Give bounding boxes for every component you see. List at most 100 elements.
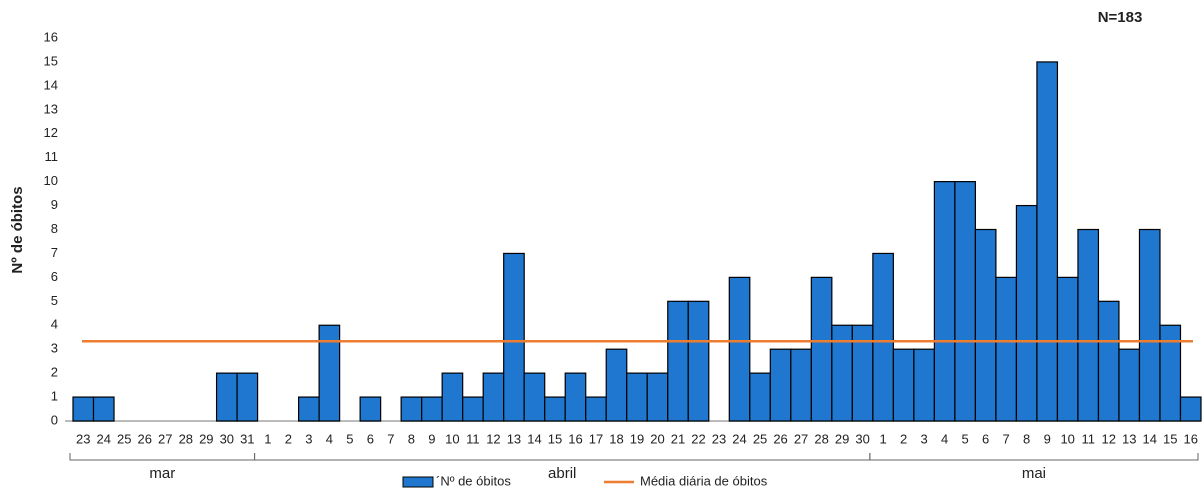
- x-tick-label: 21: [671, 431, 685, 446]
- y-tick-label: 14: [44, 77, 58, 92]
- x-tick-label: 8: [408, 431, 415, 446]
- x-tick-label: 4: [326, 431, 333, 446]
- bar: [503, 252, 525, 422]
- bar: [831, 324, 853, 422]
- x-tick-label: 5: [346, 431, 353, 446]
- x-tick-label: 4: [941, 431, 948, 446]
- x-tick-label: 1: [264, 431, 271, 446]
- bar: [1036, 61, 1059, 422]
- x-tick-label: 20: [650, 431, 664, 446]
- x-tick-label: 15: [1163, 431, 1177, 446]
- bar: [1077, 228, 1100, 422]
- bar: [769, 348, 792, 422]
- x-tick-label: 28: [179, 431, 193, 446]
- y-tick-label: 2: [51, 365, 58, 380]
- legend-label: Média diária de óbitos: [640, 473, 768, 488]
- x-tick-label: 8: [1023, 431, 1030, 446]
- x-tick-label: 3: [921, 431, 928, 446]
- group-bracket: [69, 453, 256, 461]
- bar: [72, 396, 95, 422]
- x-tick-label: 7: [387, 431, 394, 446]
- x-tick-label: 10: [445, 431, 459, 446]
- y-tick-label: 16: [44, 29, 58, 44]
- x-tick-label: 25: [117, 431, 131, 446]
- bar: [749, 372, 771, 422]
- y-tick-label: 7: [51, 245, 58, 260]
- x-tick-label: 6: [367, 431, 374, 446]
- bar: [892, 348, 915, 422]
- bar: [523, 372, 546, 422]
- y-tick-label: 8: [51, 221, 58, 236]
- x-tick-label: 9: [428, 431, 435, 446]
- bar: [421, 396, 443, 422]
- x-tick-label: 3: [305, 431, 312, 446]
- y-tick-label: 11: [45, 149, 59, 164]
- bar: [974, 228, 997, 422]
- y-tick-label: 0: [51, 412, 58, 427]
- bar: [92, 396, 115, 422]
- x-tick-label: 30: [220, 431, 234, 446]
- x-tick-label: 31: [240, 431, 254, 446]
- bar: [298, 396, 320, 422]
- x-tick-label: 22: [691, 431, 705, 446]
- bar: [585, 396, 607, 422]
- group-label: mai: [1022, 465, 1046, 482]
- x-tick-label: 5: [962, 431, 969, 446]
- bar: [728, 276, 751, 422]
- x-tick-label: 11: [1081, 431, 1095, 446]
- bar: [954, 181, 977, 422]
- x-tick-label: 27: [158, 431, 172, 446]
- bar: [215, 372, 238, 422]
- bar: [441, 372, 464, 422]
- bar: [1138, 228, 1161, 422]
- bar: [482, 372, 505, 422]
- bar: [810, 276, 833, 422]
- y-tick-label: 9: [51, 197, 58, 212]
- legend-swatch: [402, 476, 434, 488]
- x-tick-label: 14: [527, 431, 541, 446]
- x-tick-label: 18: [609, 431, 623, 446]
- x-tick-label: 25: [753, 431, 767, 446]
- y-tick-label: 5: [51, 293, 58, 308]
- x-tick-label: 23: [712, 431, 726, 446]
- x-tick-label: 12: [486, 431, 500, 446]
- x-tick-label: 7: [1003, 431, 1010, 446]
- bar: [687, 300, 710, 422]
- bar: [790, 348, 812, 422]
- bar: [400, 396, 423, 422]
- x-tick-label: 24: [732, 431, 746, 446]
- group-bracket: [254, 453, 871, 461]
- x-tick-label: 15: [548, 431, 562, 446]
- bar: [872, 252, 894, 422]
- x-tick-label: 26: [773, 431, 787, 446]
- y-tick-label: 6: [51, 269, 58, 284]
- x-tick-label: 2: [900, 431, 907, 446]
- bar: [1097, 300, 1120, 422]
- bar: [1056, 276, 1079, 422]
- x-tick-label: 14: [1142, 431, 1156, 446]
- annotation: N=183: [1098, 9, 1143, 26]
- x-tick-label: 23: [76, 431, 90, 446]
- bar: [1179, 396, 1202, 422]
- y-tick-label: 12: [44, 125, 58, 140]
- bar: [1118, 348, 1141, 422]
- x-tick-label: 29: [199, 431, 213, 446]
- bar: [544, 396, 566, 422]
- y-axis-label: Nº de óbitos: [9, 186, 26, 273]
- bar: [913, 348, 935, 422]
- x-tick-label: 26: [138, 431, 152, 446]
- x-tick-label: 6: [982, 431, 989, 446]
- x-tick-label: 10: [1060, 431, 1074, 446]
- x-tick-label: 9: [1044, 431, 1051, 446]
- x-tick-label: 16: [568, 431, 582, 446]
- x-tick-label: 30: [855, 431, 869, 446]
- x-tick-label: 24: [97, 431, 111, 446]
- bar: [318, 324, 341, 422]
- bar: [667, 300, 689, 422]
- x-tick-label: 2: [285, 431, 292, 446]
- x-tick-label: 16: [1184, 431, 1198, 446]
- bar: [605, 348, 628, 422]
- x-tick-label: 28: [814, 431, 828, 446]
- bar: [646, 372, 669, 422]
